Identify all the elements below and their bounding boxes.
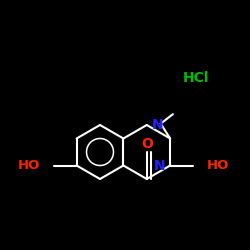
Text: HO: HO — [207, 159, 230, 172]
Text: HO: HO — [17, 159, 40, 172]
Text: O: O — [141, 137, 153, 151]
Text: HCl: HCl — [183, 71, 209, 85]
Text: N: N — [154, 160, 165, 173]
Text: N: N — [152, 118, 164, 132]
